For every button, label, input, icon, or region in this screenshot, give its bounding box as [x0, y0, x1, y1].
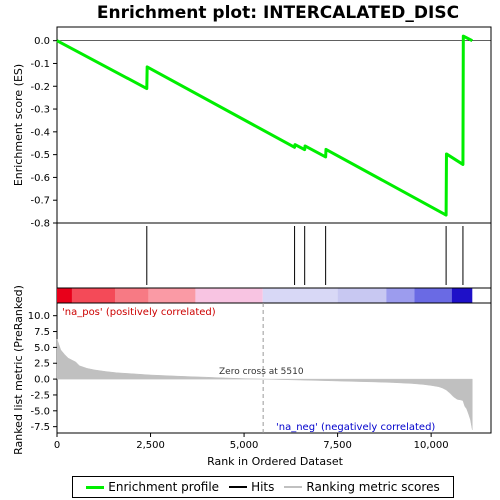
- es-y-axis-label: Enrichment score (ES): [12, 64, 25, 186]
- x-tick-label: 7,500: [323, 440, 352, 451]
- chart-title: Enrichment plot: INTERCALATED_DISC: [97, 3, 459, 23]
- legend-label: Hits: [251, 480, 275, 494]
- enrichment-profile-line: [56, 34, 473, 217]
- metric-plot-frame: [56, 302, 492, 434]
- es-y-tick-label: 0.0: [34, 36, 50, 47]
- es-y-tick-label: -0.6: [30, 173, 50, 184]
- metric-y-tick-label: -2.5: [30, 390, 50, 401]
- ranking-metric-area: [56, 339, 473, 430]
- es-y-tick-label: -0.1: [30, 59, 50, 70]
- es-y-tick-label: -0.7: [30, 196, 50, 207]
- es-y-tick-label: -0.5: [30, 150, 50, 161]
- color-bar-segment: [337, 288, 387, 303]
- color-bar-segment: [386, 288, 415, 303]
- zero-cross-label: Zero cross at 5510: [219, 367, 304, 377]
- metric-y-tick-label: 7.5: [34, 327, 50, 338]
- metric-y-axis-label: Ranked list metric (PreRanked): [12, 285, 25, 455]
- positive-correlation-label: 'na_pos' (positively correlated): [62, 307, 216, 318]
- es-y-tick-label: -0.2: [30, 82, 50, 93]
- hits-swatch: [229, 486, 248, 488]
- legend-item-ranking-metric: Ranking metric scores: [284, 480, 440, 494]
- hits-panel: [56, 222, 492, 289]
- color-bar-segment: [148, 288, 196, 303]
- x-tick-label: 5,000: [230, 440, 259, 451]
- metric-y-tick-label: 5.0: [34, 343, 50, 354]
- metric-y-tick-label: -5.0: [30, 406, 50, 417]
- color-bar-segment: [262, 288, 338, 303]
- ranking-metric-swatch: [284, 486, 303, 488]
- rank-metric-panel: 10.0 7.5 5.0 2.5 0.0 -2.5 -5.0 -7.5 0 2,500 5,000 7…: [28, 302, 492, 451]
- color-bar-segment: [71, 288, 115, 303]
- es-plot-frame: [56, 26, 492, 224]
- metric-y-tick-label: 2.5: [34, 359, 50, 370]
- x-tick-label: 0: [54, 440, 60, 451]
- x-axis-label: Rank in Ordered Dataset: [207, 455, 344, 468]
- x-tick-label: 10,000: [414, 440, 449, 451]
- legend: Enrichment profile Hits Ranking metric s…: [72, 476, 454, 498]
- metric-y-tick-label: 10.0: [28, 311, 50, 322]
- enrichment-profile-swatch: [86, 485, 105, 489]
- legend-label: Ranking metric scores: [306, 480, 440, 494]
- es-panel: 0.0 -0.1 -0.2 -0.3 -0.4 -0.5 -0.6 -0.7 -0.8: [30, 26, 492, 230]
- color-bar-segment: [414, 288, 452, 303]
- color-bar-segment: [195, 288, 263, 303]
- es-y-tick-label: -0.8: [30, 219, 50, 230]
- legend-item-hits: Hits: [229, 480, 274, 494]
- legend-item-enrichment-profile: Enrichment profile: [86, 480, 219, 494]
- legend-label: Enrichment profile: [108, 480, 220, 494]
- color-bar: [56, 287, 492, 304]
- metric-y-tick-label: -7.5: [30, 422, 50, 433]
- x-tick-label: 2,500: [136, 440, 165, 451]
- metric-y-tick-label: 0.0: [34, 375, 50, 386]
- color-bar-segment: [57, 288, 72, 303]
- es-y-tick-label: -0.3: [30, 105, 50, 116]
- es-y-tick-label: -0.4: [30, 127, 50, 138]
- negative-correlation-label: 'na_neg' (negatively correlated): [276, 422, 435, 433]
- hits-frame: [56, 222, 492, 289]
- color-bar-segment: [451, 288, 473, 303]
- color-bar-segment: [114, 288, 149, 303]
